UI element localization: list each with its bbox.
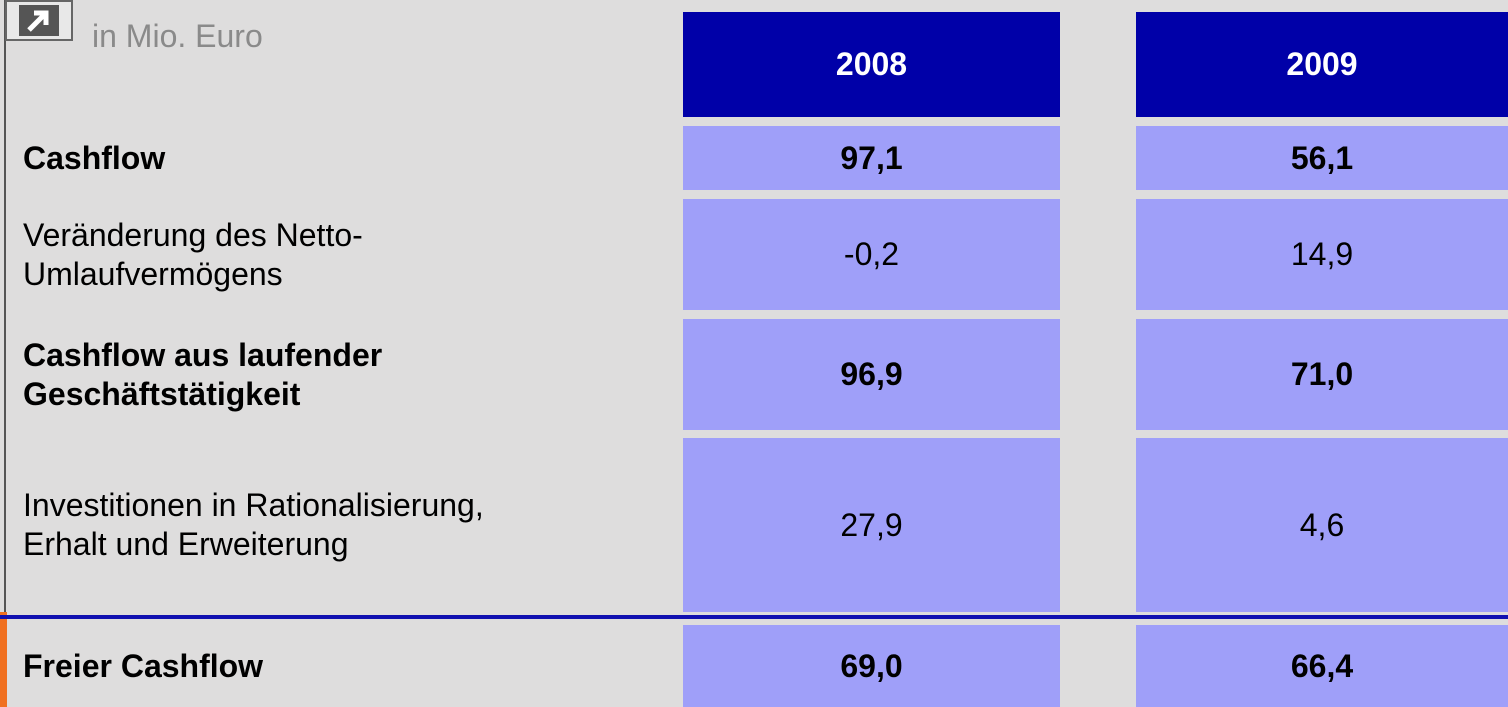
value-cell: 27,9: [683, 438, 1060, 612]
arrow-icon: [19, 5, 59, 36]
row-label: Cashflow: [23, 126, 663, 190]
row-label-text: Cashflow aus laufender Geschäftstätigkei…: [23, 336, 383, 412]
column-header: 2008: [683, 12, 1060, 117]
row-label: Freier Cashflow: [23, 625, 663, 707]
caption: in Mio. Euro: [92, 18, 263, 54]
total-rule: [0, 615, 1508, 619]
value-cell: 71,0: [1136, 319, 1508, 430]
accent-bar: [0, 612, 7, 707]
row-label: Investitionen in Rationalisierung, Erhal…: [23, 438, 663, 612]
row-label-text: Freier Cashflow: [23, 647, 264, 684]
value-cell: 56,1: [1136, 126, 1508, 190]
value-cell: -0,2: [683, 199, 1060, 310]
column-header: 2009: [1136, 12, 1508, 117]
value-cell: 66,4: [1136, 625, 1508, 707]
row-label: Cashflow aus laufender Geschäftstätigkei…: [23, 319, 663, 430]
row-label: Veränderung des Netto-Umlaufvermögens: [23, 199, 663, 310]
left-border: [4, 0, 6, 612]
value-cell: 96,9: [683, 319, 1060, 430]
value-cell: 14,9: [1136, 199, 1508, 310]
row-label-text: Veränderung des Netto-Umlaufvermögens: [23, 216, 363, 292]
value-cell: 97,1: [683, 126, 1060, 190]
nav-icon[interactable]: [5, 0, 73, 41]
row-label-text: Cashflow: [23, 139, 166, 176]
value-cell: 4,6: [1136, 438, 1508, 612]
value-cell: 69,0: [683, 625, 1060, 707]
row-label-text: Investitionen in Rationalisierung, Erhal…: [23, 487, 484, 562]
